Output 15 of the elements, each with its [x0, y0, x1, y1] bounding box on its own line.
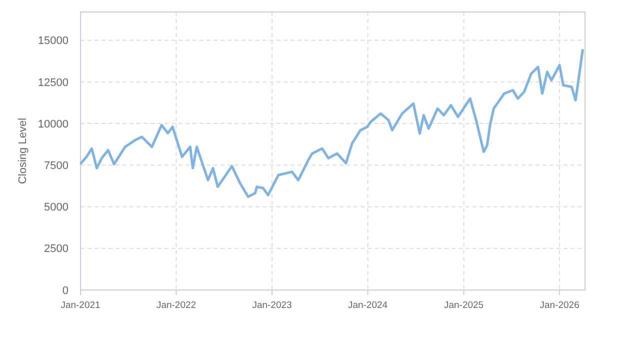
- x-tick-label: Jan-2024: [348, 300, 388, 311]
- y-axis-title: Closing Level: [17, 118, 29, 184]
- x-tick-label: Jan-2021: [60, 300, 100, 311]
- y-tick-label: 5000: [44, 202, 68, 214]
- y-tick-label: 7500: [44, 160, 68, 172]
- y-tick-label: 2500: [44, 243, 68, 256]
- x-tick-label: Jan-2026: [540, 300, 580, 311]
- y-tick-label: 0: [62, 284, 68, 297]
- x-tick-label: Jan-2022: [156, 300, 196, 311]
- x-tick-label: Jan-2025: [444, 300, 484, 311]
- x-tick-label: Jan-2023: [252, 300, 292, 311]
- y-tick-label: 15000: [38, 35, 68, 48]
- y-tick-label: 10000: [38, 118, 68, 130]
- line-series: [80, 49, 584, 198]
- y-tick-label: 12500: [38, 76, 68, 89]
